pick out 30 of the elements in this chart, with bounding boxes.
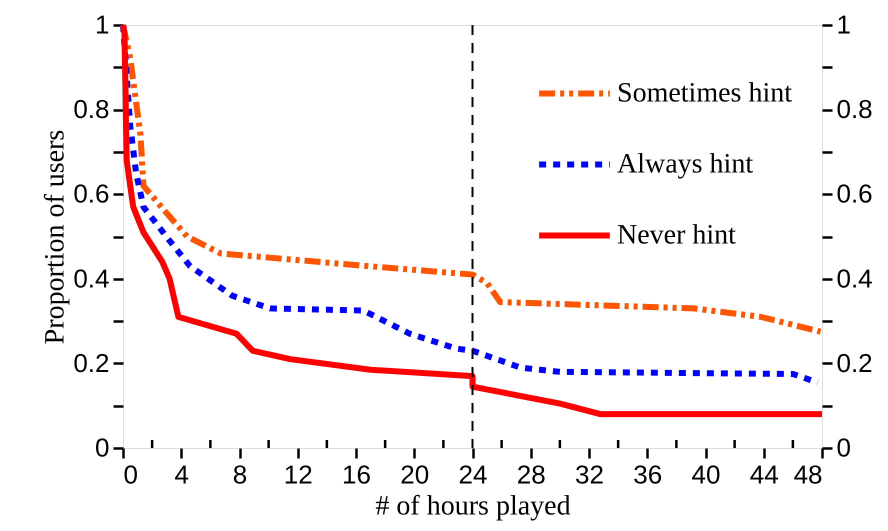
y2-tick-label: 0.4 [836, 263, 873, 294]
y2-tick-label: 0 [836, 432, 851, 462]
y2-tick-label: 0.6 [836, 178, 873, 209]
x-tick-label: 16 [342, 460, 371, 490]
y-tick-label: 0.6 [73, 178, 110, 209]
x-tick-label: 0 [124, 460, 138, 490]
y-tick-label: 0.2 [73, 348, 110, 378]
x-tick-label: 36 [633, 460, 662, 490]
x-tick-label: 32 [575, 460, 604, 490]
x-tick-label: 40 [692, 460, 720, 490]
x-tick-label: 8 [232, 460, 248, 490]
x-tick-label: 4 [174, 460, 189, 490]
y-tick-label: 1 [95, 10, 110, 40]
x-tick-label: 12 [284, 460, 313, 490]
y2-tick-label: 1 [836, 10, 851, 40]
x-tick-label: 44 [750, 460, 779, 490]
legend-label: Never hint [617, 220, 736, 250]
y2-tick-label: 0.8 [836, 94, 873, 124]
x-tick-label: 48 [794, 460, 822, 490]
y2-tick-label: 0.2 [836, 348, 873, 378]
y-axis-title: Proportion of users [39, 130, 70, 344]
x-axis-title: # of hours played [375, 490, 571, 522]
y-tick-label: 0 [95, 432, 110, 462]
x-tick-label: 20 [400, 460, 430, 490]
legend-label: Always hint [617, 148, 754, 180]
y-tick-label: 0.4 [73, 263, 110, 294]
legend-label: Sometimes hint [617, 78, 792, 108]
x-tick-label: 28 [516, 460, 546, 490]
y-tick-label: 0.8 [73, 94, 110, 124]
x-tick-label: 24 [458, 460, 488, 490]
